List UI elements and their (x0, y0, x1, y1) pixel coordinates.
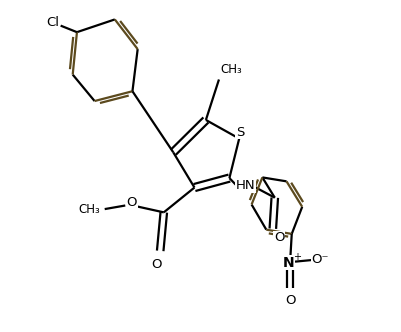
Text: S: S (235, 125, 243, 138)
Text: CH₃: CH₃ (220, 63, 242, 76)
Text: HN: HN (235, 179, 255, 193)
Text: O: O (126, 197, 137, 209)
Text: O: O (273, 231, 284, 244)
Text: N: N (282, 256, 294, 270)
Text: O: O (151, 258, 162, 271)
Text: CH₃: CH₃ (78, 203, 99, 215)
Text: O: O (284, 293, 295, 307)
Text: Cl: Cl (46, 16, 59, 29)
Text: +: + (293, 252, 301, 262)
Text: O⁻: O⁻ (311, 253, 328, 266)
